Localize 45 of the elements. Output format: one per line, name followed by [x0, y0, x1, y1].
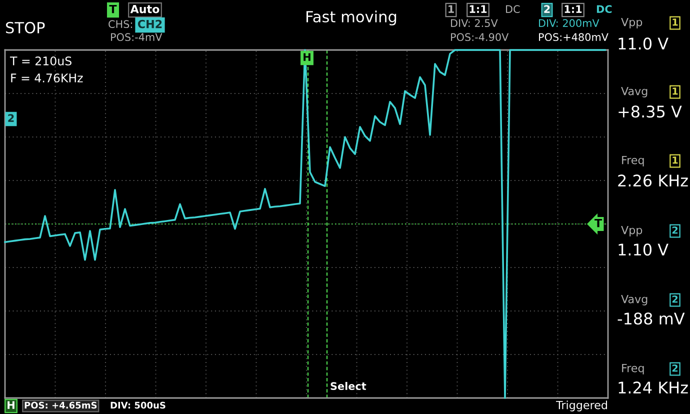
text: Triggered [556, 400, 607, 412]
text: DIV: 500uS [110, 402, 166, 409]
text: Vpp [621, 226, 642, 236]
text: 2.26 KHz [618, 174, 688, 187]
text: 1.24 KHz [618, 382, 688, 394]
text: 2 [672, 226, 678, 234]
text: 1 [672, 156, 678, 164]
annotation: T = 210uS [10, 56, 72, 66]
text: DIV: 2.5V [451, 19, 498, 28]
text: POS:-4mV [111, 33, 162, 42]
text: DC [596, 5, 612, 14]
text: 2 [672, 295, 678, 303]
text: H [8, 401, 14, 409]
text: Vavg [621, 294, 648, 306]
text: DIV: 200mV [539, 19, 600, 28]
text: 1 [672, 18, 678, 26]
text: 1 [672, 88, 678, 95]
text: Vavg [621, 86, 648, 98]
text: POS:-4.90V [451, 33, 509, 42]
text: Auto [130, 4, 160, 14]
text: +8.35 V [618, 106, 682, 118]
text: 1.10 V [618, 244, 668, 256]
text: DC [506, 5, 520, 14]
text: -188 mV [618, 312, 685, 325]
text: 11.0 V [618, 38, 668, 50]
text: POS:+480mV [539, 33, 608, 42]
text: 2 [672, 364, 678, 372]
annotation: F = 4.76KHz [11, 73, 83, 82]
annotation: Select [330, 382, 366, 390]
text: Vpp [621, 18, 642, 28]
ref-line-label: T [594, 218, 602, 228]
text: STOP [6, 22, 45, 34]
text: Freq [622, 156, 644, 166]
annotation: H [304, 53, 310, 61]
text: 2 [544, 5, 550, 13]
text: CHS: [108, 20, 132, 28]
text: T [109, 4, 117, 14]
text: 1:1 [470, 5, 487, 13]
text: 1 [448, 5, 454, 13]
text: CH2 [138, 20, 162, 28]
text: Freq [622, 364, 644, 374]
text: 1:1 [564, 5, 582, 13]
text: Fast moving [306, 10, 396, 26]
annotation: 2 [8, 114, 14, 122]
text: POS: +4.65mS [24, 402, 97, 409]
